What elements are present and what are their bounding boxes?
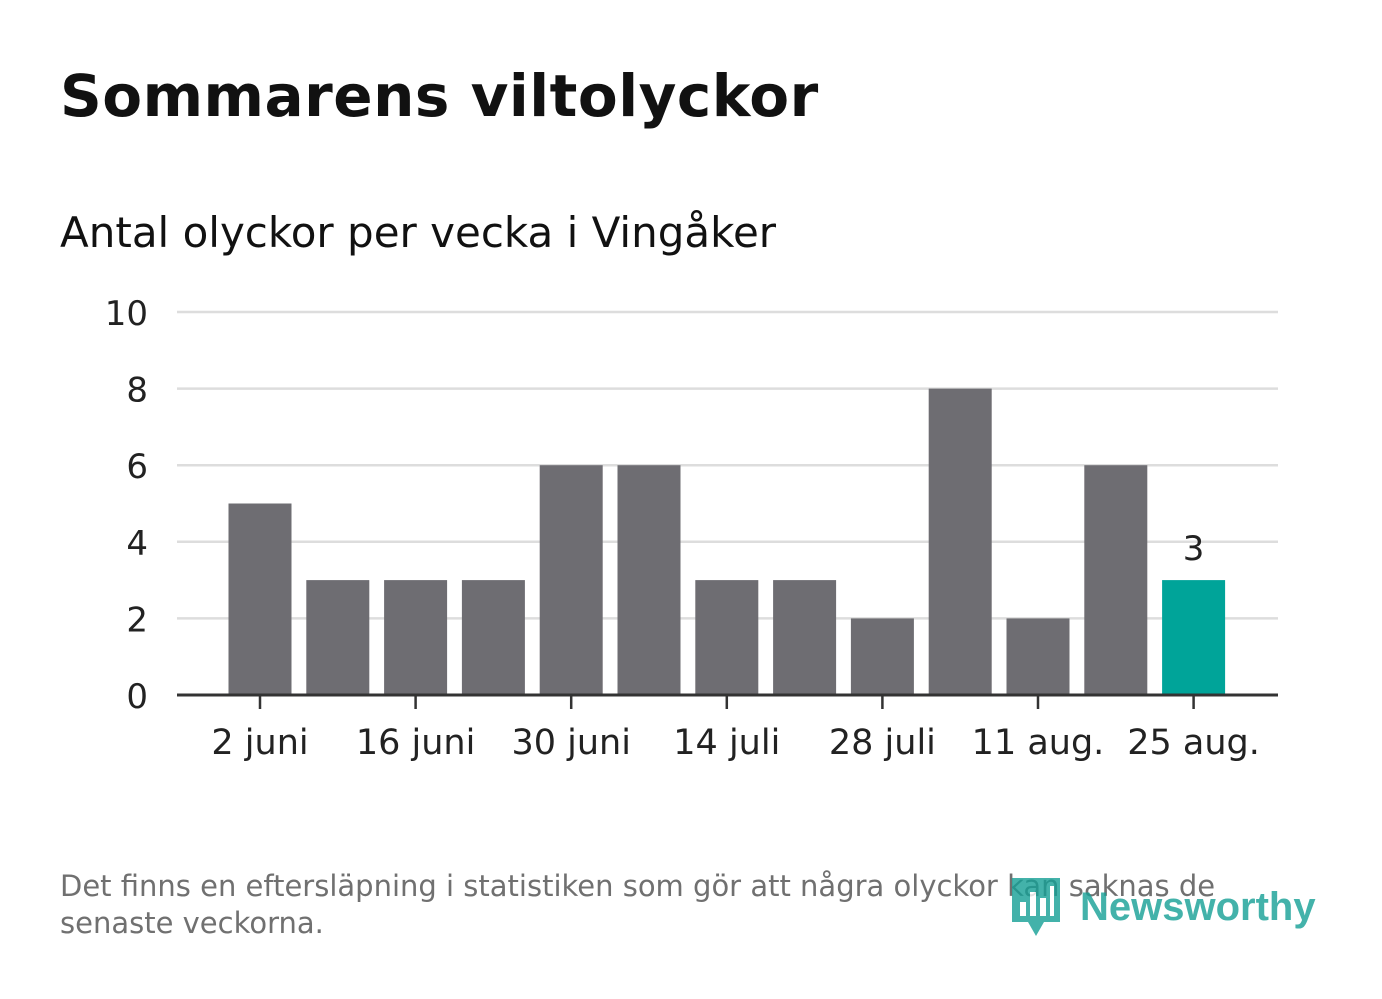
y-tick-label: 0 xyxy=(126,677,148,717)
bar-chart-speech-bubble-icon xyxy=(1012,878,1060,936)
bar-10 xyxy=(928,388,992,695)
data-label: 3 xyxy=(1183,529,1205,569)
x-tick-label: 14 juli xyxy=(673,723,780,763)
bar-4 xyxy=(461,580,525,695)
bar-5 xyxy=(539,465,603,695)
x-tick-label: 11 aug. xyxy=(972,723,1105,763)
bar-chart: 0 2 4 6 8 10 3 2 juni 16 juni 30 juni 14 juli 28 … xyxy=(105,294,1278,763)
x-axis-ticks: 2 juni 16 juni 30 juni 14 juli 28 juli 11 aug… xyxy=(211,695,1260,763)
y-tick-label: 8 xyxy=(126,371,148,411)
bar-11 xyxy=(1006,618,1070,695)
bar-2 xyxy=(306,580,370,695)
annotations: 3 xyxy=(1183,529,1205,569)
x-tick-label: 16 juni xyxy=(356,723,475,763)
bar-7 xyxy=(695,580,759,695)
y-tick-label: 10 xyxy=(105,294,148,334)
bar-6 xyxy=(617,465,681,695)
y-tick-label: 6 xyxy=(126,447,148,487)
bar-1 xyxy=(228,503,292,695)
bar-8 xyxy=(773,580,837,695)
chart-subtitle: Antal olyckor per vecka i Vingåker xyxy=(60,208,777,257)
newsworthy-logo: Newsworthy xyxy=(1010,872,1316,942)
y-tick-label: 4 xyxy=(126,524,148,564)
y-axis-ticks: 0 2 4 6 8 10 xyxy=(105,294,148,717)
x-tick-label: 25 aug. xyxy=(1127,723,1260,763)
chart-title: Sommarens viltolyckor xyxy=(60,62,819,130)
bar-3 xyxy=(384,580,448,695)
y-tick-label: 2 xyxy=(126,600,148,640)
x-tick-label: 2 juni xyxy=(211,723,308,763)
x-tick-label: 30 juni xyxy=(511,723,630,763)
x-tick-label: 28 juli xyxy=(829,723,936,763)
logo-text: Newsworthy xyxy=(1080,884,1316,929)
bar-13 xyxy=(1162,580,1226,695)
bars xyxy=(228,388,1226,695)
bar-12 xyxy=(1084,465,1148,695)
bar-9 xyxy=(850,618,914,695)
